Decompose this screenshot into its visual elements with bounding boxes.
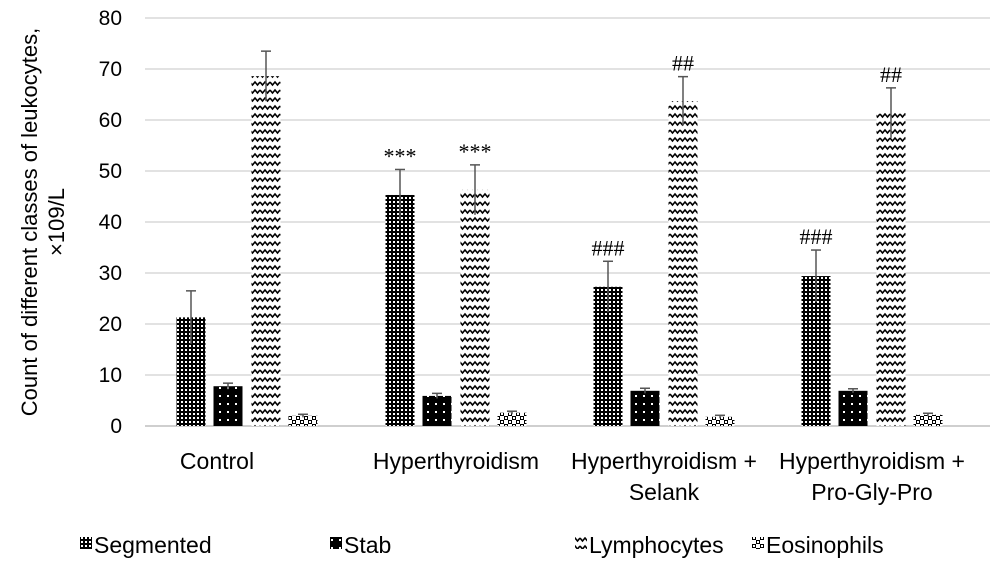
y-axis-label-line: Count of different classes of leukocytes… — [17, 28, 42, 416]
bar-lymphocytes-3 — [876, 112, 906, 427]
legend-swatch-lymphocytes — [575, 537, 587, 549]
bar-eosinophils-1 — [497, 412, 527, 426]
x-category-label-line: Hyperthyroidism + — [571, 448, 757, 474]
x-category-label-line: Hyperthyroidism — [373, 448, 539, 474]
bar-lymphocytes-2 — [668, 101, 698, 426]
bar-eosinophils-2 — [705, 416, 735, 426]
legend-swatch-eosinophils — [752, 537, 764, 549]
legend-label: Stab — [344, 532, 391, 558]
y-tick-label: 0 — [110, 415, 122, 438]
legend-swatch-stab — [330, 537, 342, 549]
y-axis-label: Count of different classes of leukocytes… — [17, 28, 69, 416]
bar-lymphocytes-0 — [251, 76, 281, 426]
y-tick-label: 20 — [99, 313, 122, 336]
legend-swatch-segmented — [80, 537, 92, 549]
legend-label: Segmented — [94, 532, 212, 558]
significance-label: ### — [592, 235, 625, 260]
x-category-label: Hyperthyroidism + Pro-Gly-Pro — [779, 448, 965, 505]
y-axis-label-line: ×109/L — [44, 188, 69, 256]
y-tick-label: 70 — [99, 58, 122, 81]
y-tick-label: 30 — [99, 262, 122, 285]
bar-stab-2 — [630, 390, 660, 426]
bar-lymphocytes-1 — [460, 189, 490, 426]
x-category-label-line: Selank — [629, 479, 700, 505]
legend-label: Eosinophils — [766, 532, 884, 558]
legend-label: Lymphocytes — [589, 532, 724, 558]
bar-stab-0 — [213, 386, 243, 426]
y-tick-label: 60 — [99, 109, 122, 132]
x-category-label-line: Hyperthyroidism + — [779, 448, 965, 474]
y-tick-label: 10 — [99, 364, 122, 387]
bar-stab-1 — [422, 395, 452, 426]
x-category-label-line: Pro-Gly-Pro — [811, 479, 932, 505]
y-tick-label: 80 — [99, 7, 122, 30]
bar-segmented-1 — [385, 194, 415, 426]
significance-label: ## — [672, 51, 694, 76]
bar-eosinophils-0 — [288, 415, 318, 426]
y-tick-label: 40 — [99, 211, 122, 234]
y-tick-label: 50 — [99, 160, 122, 183]
x-category-label-line: Control — [180, 448, 254, 474]
x-category-label: Hyperthyroidism — [373, 448, 539, 474]
significance-label: *** — [384, 143, 417, 168]
x-category-label: Hyperthyroidism + Selank — [571, 448, 757, 505]
significance-label: ### — [800, 224, 833, 249]
bar-eosinophils-3 — [913, 414, 943, 426]
x-category-label: Control — [180, 448, 254, 474]
bar-stab-3 — [838, 390, 868, 426]
significance-label: ## — [880, 62, 902, 87]
significance-label: *** — [459, 139, 492, 164]
